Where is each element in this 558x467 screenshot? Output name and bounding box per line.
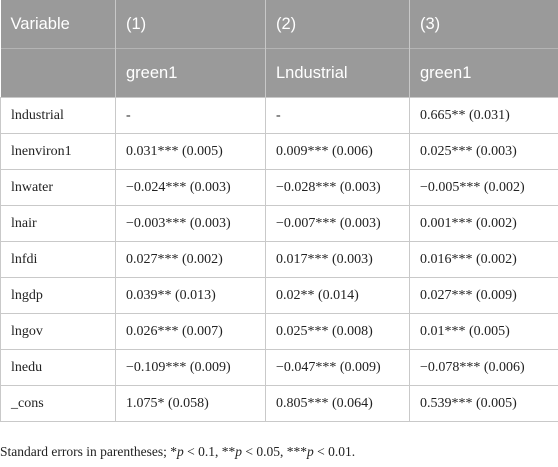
footnote-threshold-3: < 0.01. xyxy=(313,444,356,459)
cell-col-1: 1.075* (0.058) xyxy=(115,385,266,422)
footnote-p-symbol: p xyxy=(235,444,242,459)
table-row: lndustrial - - 0.665** (0.031) xyxy=(0,97,558,134)
cell-col-2: 0.017*** (0.003) xyxy=(265,241,410,278)
row-variable: lngdp xyxy=(0,277,116,314)
cell-col-3: 0.665** (0.031) xyxy=(409,97,558,134)
row-variable: lnair xyxy=(0,205,116,242)
row-variable: lngov xyxy=(0,313,116,350)
header-variable: Variable xyxy=(0,0,116,49)
row-variable: _cons xyxy=(0,385,116,422)
header-depvar-1: green1 xyxy=(115,48,266,98)
row-variable: lnenviron1 xyxy=(0,133,116,170)
footnote-threshold-1: < 0.1, ** xyxy=(183,444,236,459)
cell-col-1: 0.027*** (0.002) xyxy=(115,241,266,278)
header-depvar-3: green1 xyxy=(409,48,558,98)
cell-col-1: 0.031*** (0.005) xyxy=(115,133,266,170)
footnote-threshold-2: < 0.05, *** xyxy=(241,444,307,459)
cell-col-1: 0.039** (0.013) xyxy=(115,277,266,314)
cell-col-3: 0.001*** (0.002) xyxy=(409,205,558,242)
footnote-p-symbol: p xyxy=(176,444,184,459)
header-row-numbers: Variable (1) (2) (3) xyxy=(0,0,558,49)
header-col-2: (2) xyxy=(265,0,410,49)
cell-col-2: - xyxy=(265,97,410,134)
cell-col-3: 0.016*** (0.002) xyxy=(409,241,558,278)
row-variable: lnedu xyxy=(0,349,116,386)
cell-col-1: −0.024*** (0.003) xyxy=(115,169,266,206)
regression-table: Variable (1) (2) (3) green1 Lndustrial g… xyxy=(0,0,558,422)
header-row-dependent-vars: green1 Lndustrial green1 xyxy=(0,48,558,98)
cell-col-3: 0.539*** (0.005) xyxy=(409,385,558,422)
table-footnote: Standard errors in parentheses; *p < 0.1… xyxy=(0,444,355,460)
cell-col-2: −0.028*** (0.003) xyxy=(265,169,410,206)
cell-col-2: 0.025*** (0.008) xyxy=(265,313,410,350)
row-variable: lnfdi xyxy=(0,241,116,278)
table-row: lngdp 0.039** (0.013) 0.02** (0.014) 0.0… xyxy=(0,277,558,314)
cell-col-2: 0.805*** (0.064) xyxy=(265,385,410,422)
header-depvar-2: Lndustrial xyxy=(265,48,410,98)
cell-col-2: −0.007*** (0.003) xyxy=(265,205,410,242)
header-col-3: (3) xyxy=(409,0,558,49)
cell-col-1: −0.109*** (0.009) xyxy=(115,349,266,386)
cell-col-1: - xyxy=(115,97,266,134)
table-row: lnenviron1 0.031*** (0.005) 0.009*** (0.… xyxy=(0,133,558,170)
cell-col-3: 0.01*** (0.005) xyxy=(409,313,558,350)
table-row: lnfdi 0.027*** (0.002) 0.017*** (0.003) … xyxy=(0,241,558,278)
table-row: lnwater −0.024*** (0.003) −0.028*** (0.0… xyxy=(0,169,558,206)
header-col-1: (1) xyxy=(115,0,266,49)
table-row: lnedu −0.109*** (0.009) −0.047*** (0.009… xyxy=(0,349,558,386)
cell-col-3: −0.005*** (0.002) xyxy=(409,169,558,206)
footnote-prefix: Standard errors in parentheses; * xyxy=(0,444,177,459)
cell-col-3: 0.025*** (0.003) xyxy=(409,133,558,170)
cell-col-2: −0.047*** (0.009) xyxy=(265,349,410,386)
row-variable: lnwater xyxy=(0,169,116,206)
row-variable: lndustrial xyxy=(0,97,116,134)
table-row: lnair −0.003*** (0.003) −0.007*** (0.003… xyxy=(0,205,558,242)
footnote-p-symbol: p xyxy=(306,444,314,459)
table-row: lngov 0.026*** (0.007) 0.025*** (0.008) … xyxy=(0,313,558,350)
cell-col-2: 0.009*** (0.006) xyxy=(265,133,410,170)
cell-col-2: 0.02** (0.014) xyxy=(265,277,410,314)
header-blank xyxy=(0,48,116,98)
cell-col-1: 0.026*** (0.007) xyxy=(115,313,266,350)
table-row: _cons 1.075* (0.058) 0.805*** (0.064) 0.… xyxy=(0,385,558,422)
cell-col-3: 0.027*** (0.009) xyxy=(409,277,558,314)
cell-col-3: −0.078*** (0.006) xyxy=(409,349,558,386)
cell-col-1: −0.003*** (0.003) xyxy=(115,205,266,242)
